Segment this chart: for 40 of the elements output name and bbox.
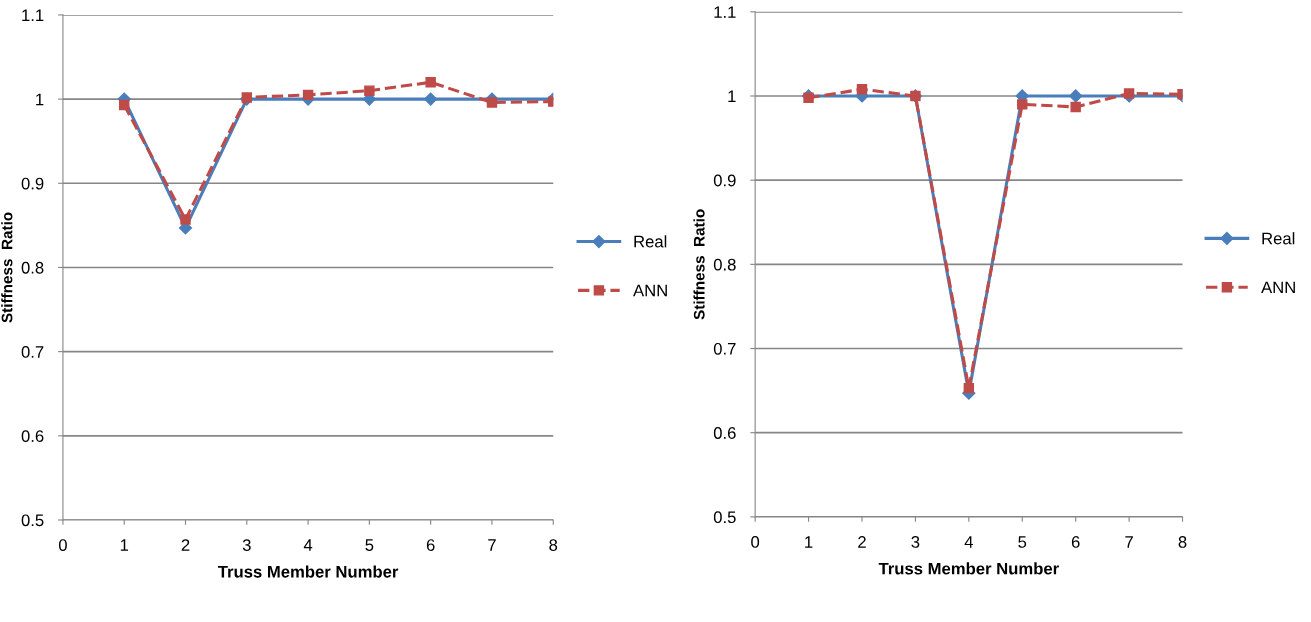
x-axis-title: Truss Member Number — [217, 565, 399, 578]
y-tick-label: 1 — [728, 90, 736, 103]
x-tick-label: 6 — [1071, 536, 1080, 548]
legend-label: ANN — [1261, 281, 1295, 294]
x-tick-label: 5 — [1018, 536, 1027, 548]
y-axis-title: Stiffness Ratio — [1, 212, 13, 323]
x-tick-label: 8 — [549, 539, 558, 551]
y-tick-label: 0.5 — [21, 514, 44, 527]
legend-label: Real — [1262, 232, 1295, 245]
y-tick-label: 0.9 — [21, 177, 44, 190]
y-tick-label: 1 — [36, 93, 44, 106]
y-tick-label: 0.8 — [21, 261, 44, 274]
x-tick-label: 8 — [1178, 536, 1187, 548]
x-tick-label: 3 — [242, 539, 251, 551]
y-axis-title: Stiffness Ratio — [693, 209, 705, 320]
x-tick-label: 1 — [120, 539, 129, 551]
y-tick-label: 0.7 — [713, 342, 736, 355]
y-tick-label: 1.1 — [714, 6, 736, 18]
legend-label: ANN — [633, 284, 667, 297]
y-tick-label: 0.8 — [713, 258, 736, 271]
y-tick-label: 0.6 — [713, 427, 736, 439]
x-tick-label: 2 — [858, 536, 866, 548]
y-tick-label: 0.6 — [21, 430, 44, 443]
legend-label: Real — [634, 235, 667, 248]
y-tick-label: 1.1 — [22, 9, 44, 21]
x-tick-label: 5 — [365, 539, 374, 551]
x-tick-label: 6 — [426, 539, 435, 551]
x-tick-label: 0 — [58, 539, 67, 551]
x-tick-label: 4 — [303, 539, 313, 551]
y-tick-label: 0.7 — [21, 346, 44, 358]
x-tick-label: 7 — [488, 539, 496, 551]
x-tick-label: 1 — [805, 536, 813, 548]
x-tick-label: 0 — [751, 536, 760, 548]
y-tick-label: 0.9 — [713, 174, 736, 187]
x-tick-label: 3 — [911, 536, 920, 548]
x-axis-title: Truss Member Number — [878, 562, 1059, 575]
y-tick-label: 0.5 — [713, 511, 736, 524]
x-tick-label: 7 — [1125, 536, 1133, 548]
x-tick-label: 2 — [181, 539, 190, 551]
x-tick-label: 4 — [964, 536, 973, 548]
